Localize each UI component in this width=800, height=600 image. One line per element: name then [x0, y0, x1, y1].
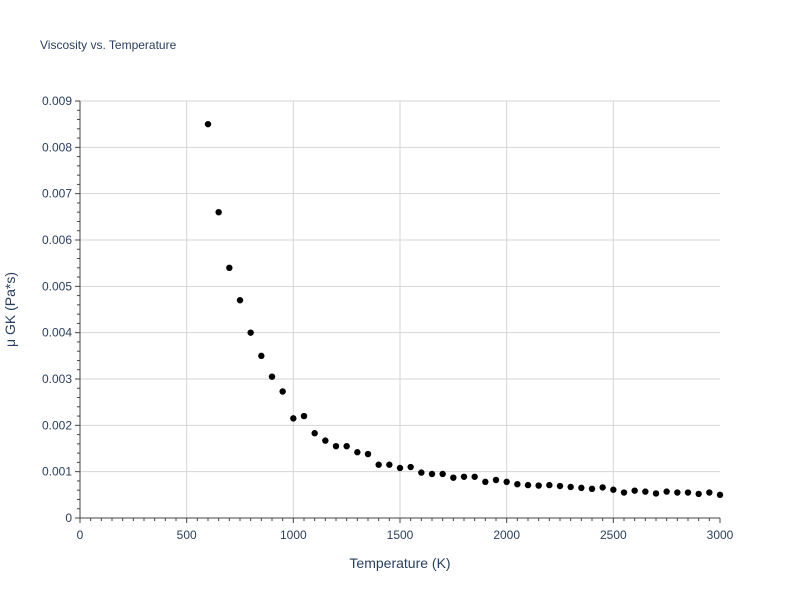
- grid-lines: [80, 100, 720, 518]
- data-point: [546, 481, 553, 489]
- x-tick-label: 1000: [280, 528, 307, 542]
- data-point: [642, 488, 649, 495]
- data-point: [247, 329, 254, 336]
- data-point: [258, 352, 265, 360]
- data-point: [663, 488, 670, 495]
- y-tick-label: 0.003: [42, 372, 72, 386]
- x-axis-label: Temperature (K): [349, 555, 450, 571]
- x-tick-label: 1500: [387, 528, 414, 542]
- x-tick-label: 3000: [707, 528, 734, 542]
- data-point: [684, 489, 692, 496]
- data-point: [674, 489, 681, 496]
- y-tick-label: 0.007: [42, 187, 72, 201]
- y-tick-label: 0.008: [42, 140, 72, 154]
- data-point: [567, 483, 574, 491]
- data-point: [300, 412, 308, 420]
- data-point: [599, 484, 606, 491]
- data-point: [354, 449, 361, 456]
- y-tick-label: 0.006: [42, 233, 72, 247]
- data-point: [492, 476, 500, 484]
- y-tick-label: 0: [65, 511, 72, 525]
- data-point: [343, 442, 350, 450]
- axes: [75, 100, 721, 523]
- data-point: [482, 478, 489, 486]
- data-point: [364, 450, 372, 458]
- data-point: [204, 120, 212, 128]
- data-point: [439, 470, 446, 478]
- data-point: [418, 469, 425, 476]
- data-point: [620, 489, 628, 496]
- x-tick-label: 0: [77, 528, 84, 542]
- data-point: [215, 209, 222, 216]
- data-point: [290, 415, 297, 422]
- data-point: [471, 473, 478, 480]
- data-point: [407, 463, 414, 471]
- x-tick-label: 2000: [493, 528, 520, 542]
- data-point: [226, 264, 233, 271]
- y-tick-label: 0.002: [42, 418, 72, 432]
- data-point: [556, 482, 564, 490]
- data-point: [236, 297, 244, 304]
- data-point: [460, 473, 468, 480]
- data-point: [514, 480, 521, 488]
- data-point: [716, 491, 724, 499]
- data-point: [450, 474, 457, 481]
- chart-title: Viscosity vs. Temperature: [40, 38, 177, 52]
- data-point: [396, 464, 404, 472]
- data-point: [695, 490, 702, 498]
- data-point: [428, 470, 436, 478]
- data-point: [503, 478, 510, 486]
- data-point: [268, 373, 276, 380]
- data-point: [535, 482, 542, 489]
- data-point: [332, 442, 340, 450]
- data-point: [311, 430, 318, 437]
- y-tick-label: 0.001: [42, 465, 72, 479]
- data-point: [279, 388, 286, 395]
- data-point: [652, 490, 660, 497]
- y-tick-label: 0.004: [42, 326, 72, 340]
- data-point: [375, 461, 382, 468]
- x-tick-label: 2500: [600, 528, 627, 542]
- y-tick-label: 0.005: [42, 279, 72, 293]
- data-point: [588, 485, 596, 493]
- data-point: [386, 461, 393, 468]
- x-tick-labels: 0 500 1000 1500 2000 2500 3000: [77, 528, 734, 542]
- data-point: [578, 484, 585, 492]
- y-tick-label: 0.009: [42, 94, 72, 108]
- y-axis-label: μ GK (Pa*s): [2, 272, 18, 347]
- y-tick-labels: 0 0.001 0.002 0.003 0.004 0.005 0.006 0.007 0.00…: [42, 94, 72, 525]
- data-point: [706, 489, 713, 496]
- data-point: [631, 487, 638, 494]
- data-point: [524, 481, 532, 489]
- data-points: [204, 120, 724, 499]
- data-point: [322, 437, 329, 444]
- data-point: [610, 486, 617, 493]
- x-tick-label: 500: [177, 528, 197, 542]
